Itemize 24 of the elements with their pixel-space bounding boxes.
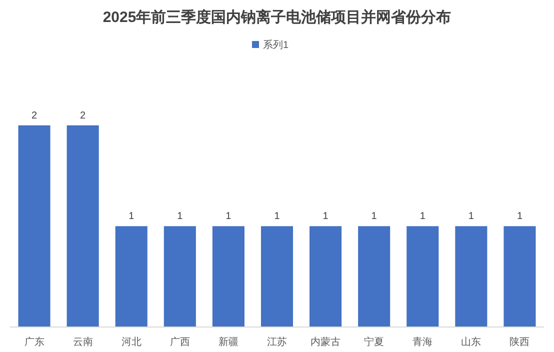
data-label: 1 [226, 211, 232, 222]
data-label: 1 [371, 211, 378, 222]
data-label: 1 [177, 211, 184, 222]
data-label: 1 [516, 211, 523, 222]
chart-title: 2025年前三季度国内钠离子电池储项目并网省份分布 [102, 8, 452, 26]
x-tick-label: 河北 [121, 336, 142, 348]
x-tick-label: 山东 [461, 336, 482, 348]
x-tick-label: 江苏 [267, 336, 287, 348]
data-label: 2 [80, 110, 86, 122]
data-label: 1 [420, 211, 426, 222]
x-tick-label: 青海 [412, 336, 433, 348]
data-label: 1 [128, 211, 135, 222]
data-label: 1 [322, 211, 329, 222]
x-tick-label: 云南 [72, 336, 93, 348]
data-label: 1 [468, 211, 474, 222]
x-tick-label: 广东 [24, 336, 44, 348]
data-label: 2 [31, 110, 38, 122]
x-tick-label: 内蒙古 [310, 336, 341, 348]
data-label: 1 [274, 211, 280, 222]
x-tick-label: 新疆 [218, 336, 238, 348]
x-tick-label: 陕西 [510, 336, 530, 348]
legend-label: 系列1 [263, 39, 289, 51]
x-tick-label: 广西 [170, 336, 190, 348]
x-tick-label: 宁夏 [364, 336, 384, 348]
